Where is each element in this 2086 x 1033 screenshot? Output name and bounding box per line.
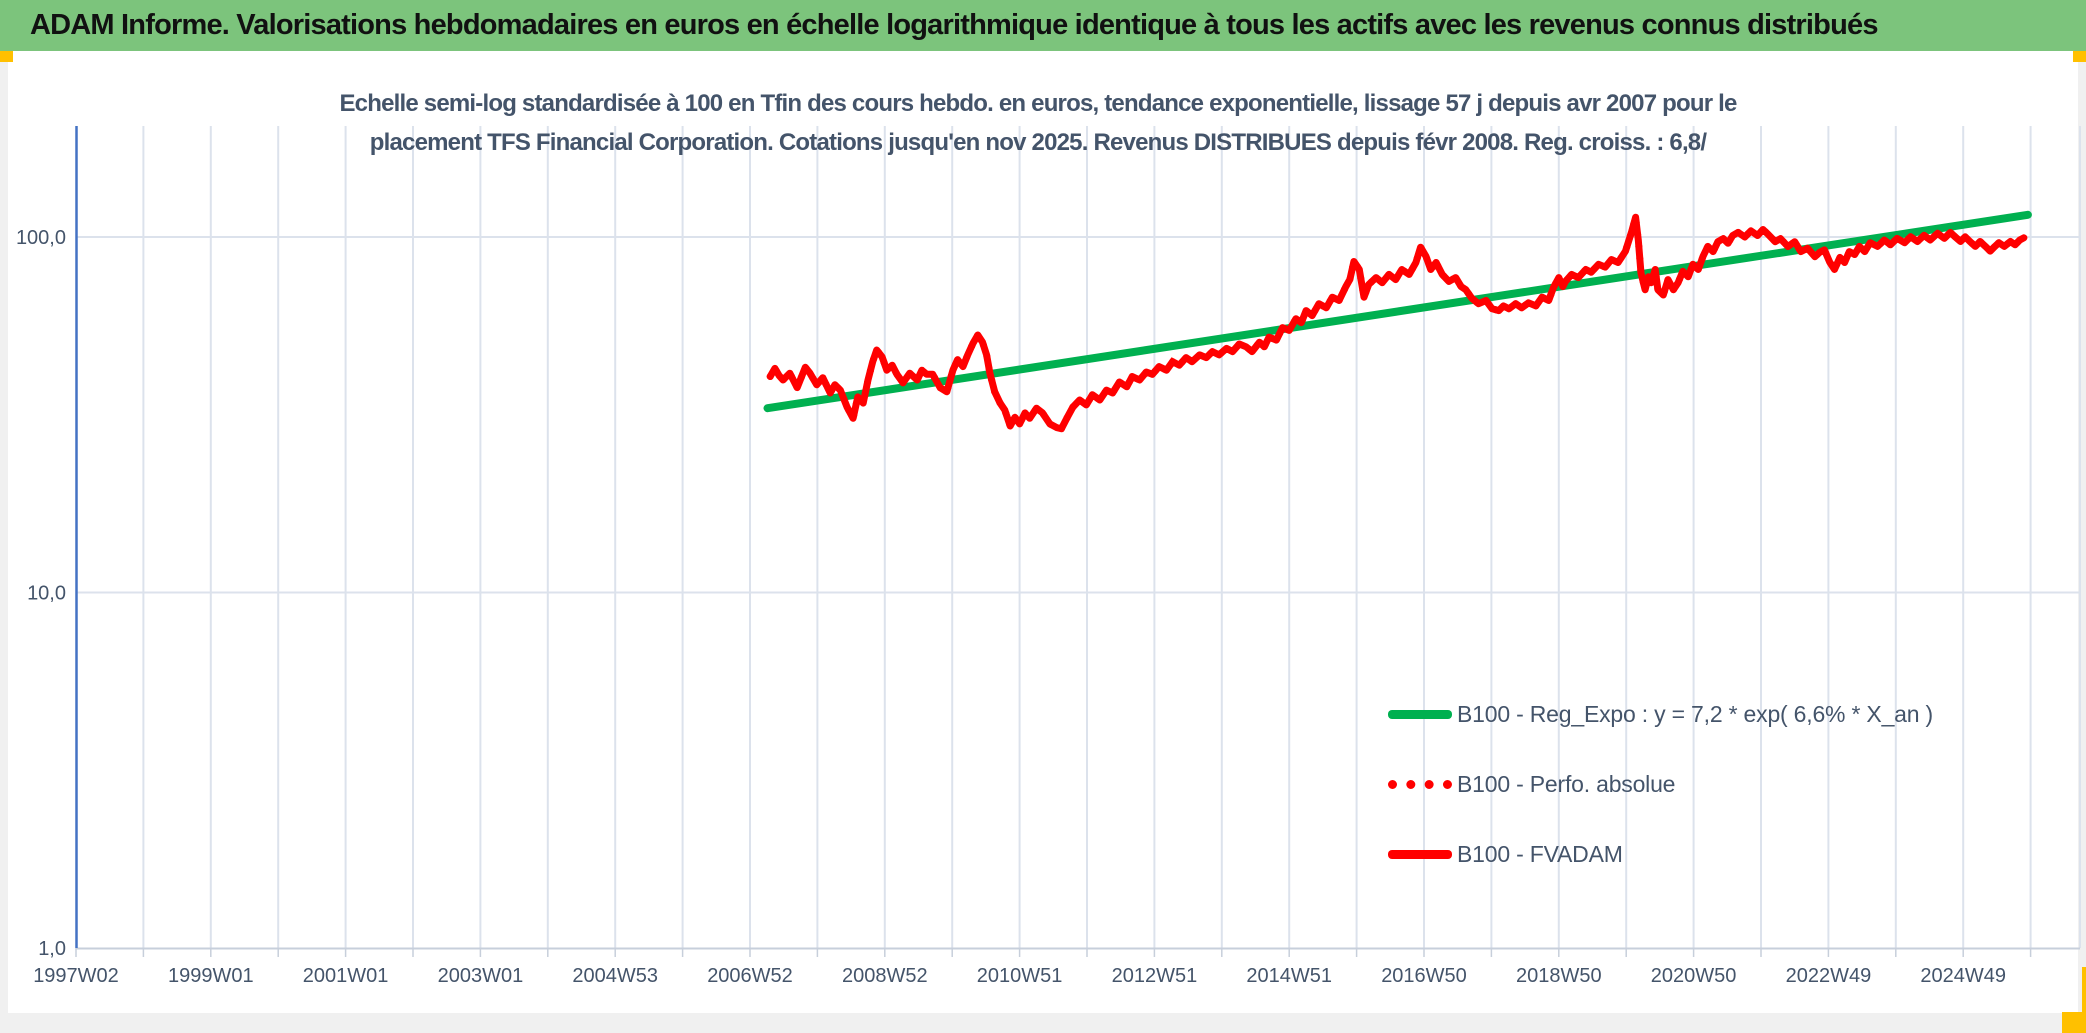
orange-accent-bottom-right bbox=[2062, 1012, 2086, 1033]
x-tick-label: 2024W49 bbox=[1920, 965, 2006, 987]
legend-swatch-perfo-absolue bbox=[1388, 779, 1452, 789]
x-tick-label: 2014W51 bbox=[1246, 965, 1332, 987]
report-title: ADAM Informe. Valorisations hebdomadaire… bbox=[30, 9, 1878, 41]
x-tick-label: 2016W50 bbox=[1381, 965, 1467, 987]
legend-row-reg-expo[interactable]: B100 - Reg_Expo : y = 7,2 * exp( 6,6% * … bbox=[1388, 679, 1933, 749]
chart-title-line-2: placement TFS Financial Corporation. Cot… bbox=[369, 129, 1707, 156]
x-tick-label: 2012W51 bbox=[1112, 965, 1198, 987]
x-tick-label: 2004W53 bbox=[572, 965, 658, 987]
series-fvadam-line[interactable] bbox=[766, 213, 2028, 433]
series-perfo-absolue-dotted[interactable] bbox=[766, 216, 2028, 435]
worksheet-background bbox=[8, 51, 2078, 1013]
series-reg-expo-trendline[interactable] bbox=[763, 210, 2032, 413]
legend-swatch-fvadam bbox=[1388, 849, 1452, 859]
x-tick-label: 2003W01 bbox=[438, 965, 524, 987]
x-tick-label: 1999W01 bbox=[168, 965, 254, 987]
legend-row-fvadam[interactable]: B100 - FVADAM bbox=[1388, 819, 1933, 889]
legend-row-perfo-absolue[interactable]: B100 - Perfo. absolue bbox=[1388, 749, 1933, 819]
y-tick-label: 100,0 bbox=[16, 227, 66, 249]
x-tick-label: 2001W01 bbox=[303, 965, 389, 987]
legend-label-perfo-absolue: B100 - Perfo. absolue bbox=[1457, 770, 1676, 797]
chart-legend: B100 - Reg_Expo : y = 7,2 * exp( 6,6% * … bbox=[1388, 679, 1933, 889]
orange-accent-top-left bbox=[0, 51, 13, 62]
orange-accent-right-strip bbox=[2082, 967, 2086, 1013]
x-tick-label: 2008W52 bbox=[842, 965, 928, 987]
x-tick-label: 1997W02 bbox=[33, 965, 119, 987]
x-tick-label: 2018W50 bbox=[1516, 965, 1602, 987]
legend-label-fvadam: B100 - FVADAM bbox=[1457, 840, 1623, 867]
chart-title-line-1: Echelle semi-log standardisée à 100 en T… bbox=[339, 90, 1737, 117]
y-tick-label: 10,0 bbox=[27, 583, 66, 605]
y-tick-label: 1,0 bbox=[38, 938, 66, 960]
chart-title: Echelle semi-log standardisée à 100 en T… bbox=[0, 84, 2076, 162]
legend-swatch-reg-expo bbox=[1388, 709, 1452, 719]
orange-accent-top-right bbox=[2073, 51, 2086, 62]
x-tick-label: 2006W52 bbox=[707, 965, 793, 987]
legend-label-reg-expo: B100 - Reg_Expo : y = 7,2 * exp( 6,6% * … bbox=[1457, 700, 1934, 727]
x-tick-label: 2022W49 bbox=[1786, 965, 1872, 987]
report-header-bar: ADAM Informe. Valorisations hebdomadaire… bbox=[0, 0, 2086, 51]
x-tick-label: 2020W50 bbox=[1651, 965, 1737, 987]
x-tick-label: 2010W51 bbox=[977, 965, 1063, 987]
